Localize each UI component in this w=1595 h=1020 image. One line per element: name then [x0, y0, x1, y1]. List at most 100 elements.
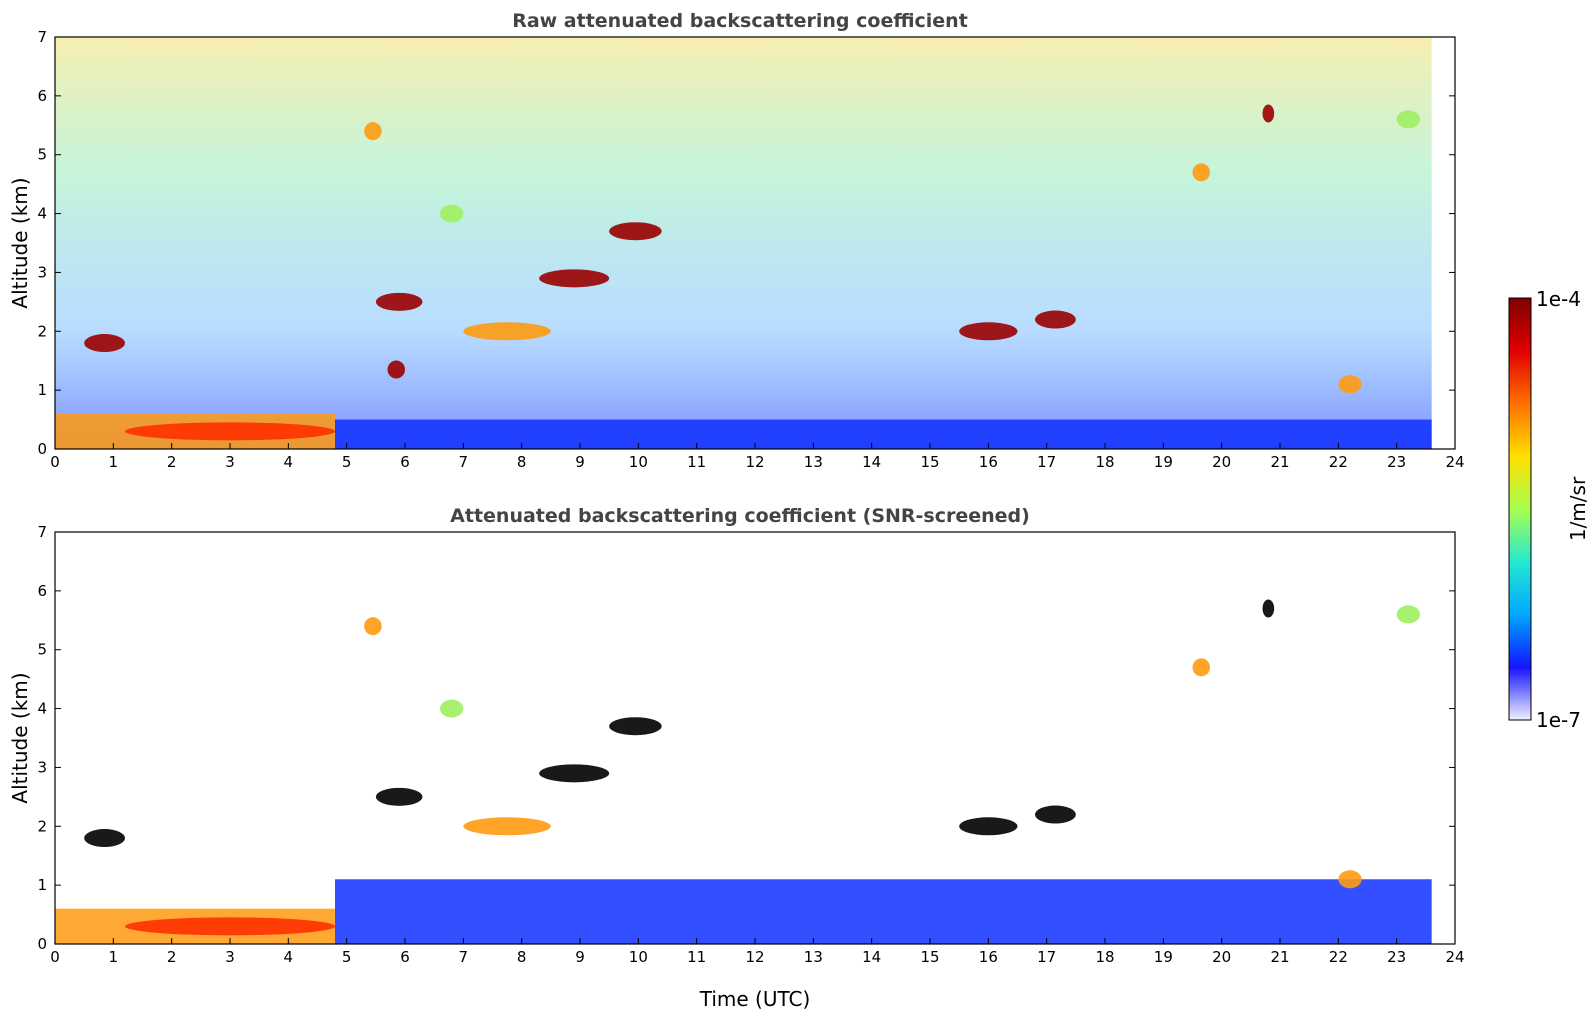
- x-tick-label: 9: [575, 948, 585, 966]
- x-tick-label: 12: [745, 453, 764, 471]
- chart-title-raw: Raw attenuated backscattering coefficien…: [512, 10, 968, 32]
- y-tick-label: 7: [37, 28, 47, 46]
- cloud-layer-0: [84, 829, 125, 848]
- x-tick-label: 6: [400, 453, 410, 471]
- x-tick-label: 11: [687, 948, 706, 966]
- x-tick-label: 1: [109, 453, 119, 471]
- cloud-layer-10: [1192, 658, 1210, 677]
- y-tick-label: 4: [37, 205, 47, 223]
- cloud-layer-7: [539, 269, 610, 288]
- cloud-layer-5: [440, 204, 464, 223]
- cloud-layer-11: [1262, 599, 1275, 618]
- colorbar: 1e-4 1e-7 1/m/sr: [1508, 287, 1590, 732]
- x-tick-label: 13: [804, 948, 823, 966]
- x-axis-label: Time (UTC): [699, 987, 811, 1011]
- x-tick-label: 22: [1329, 948, 1348, 966]
- colorbar-min-label: 1e-7: [1536, 708, 1581, 732]
- x-axis-raw: 0 1 2 3 4 5 6 7 8 9 10 11 12 13 14 15 16 17 18 19 20 21 22 23 24: [50, 443, 1465, 471]
- y-tick-label: 2: [37, 322, 47, 340]
- x-tick-label: 5: [342, 948, 352, 966]
- colorbar-gradient: [1508, 297, 1532, 721]
- cloud-layer-1: [125, 917, 335, 936]
- cloud-layer-6: [539, 764, 610, 783]
- x-tick-label: 14: [862, 453, 881, 471]
- cloud-layer-7: [609, 717, 662, 736]
- y-tick-label: 2: [37, 817, 47, 835]
- y-tick-label: 3: [37, 758, 47, 776]
- y-axis-screened: 0 1 2 3 4 5 6 7: [37, 523, 1455, 953]
- cloud-layer-2: [364, 122, 382, 141]
- plot-area-screened: [55, 599, 1432, 944]
- boundary-layer-1: [335, 419, 1432, 449]
- panel-raw: Raw attenuated backscattering coefficien…: [8, 10, 1465, 471]
- x-tick-label: 3: [225, 948, 235, 966]
- x-tick-label: 7: [459, 948, 469, 966]
- x-tick-label: 20: [1212, 453, 1231, 471]
- y-axis-raw: 0 1 2 3 4 5 6 7: [37, 28, 1455, 458]
- y-axis-label-raw: Altitude (km): [8, 177, 32, 308]
- cloud-layer-1: [125, 422, 335, 441]
- boundary-layer-1: [335, 879, 1432, 944]
- x-tick-label: 24: [1445, 453, 1464, 471]
- y-tick-label: 5: [37, 641, 47, 659]
- y-tick-label: 6: [37, 582, 47, 600]
- cloud-layer-4: [387, 360, 405, 379]
- cloud-layer-13: [1338, 375, 1362, 394]
- y-tick-label: 3: [37, 263, 47, 281]
- plot-area-raw: [55, 37, 1432, 449]
- cloud-layer-4: [440, 699, 464, 718]
- x-tick-label: 7: [459, 453, 469, 471]
- colorbar-unit-label: 1/m/sr: [1566, 476, 1590, 541]
- cloud-layer-9: [1035, 805, 1076, 824]
- y-tick-label: 1: [37, 876, 47, 894]
- x-tick-label: 5: [342, 453, 352, 471]
- cloud-layer-5: [463, 817, 551, 836]
- colorbar-max-label: 1e-4: [1536, 287, 1581, 311]
- x-tick-label: 17: [1037, 453, 1056, 471]
- y-tick-label: 0: [37, 440, 47, 458]
- y-tick-label: 7: [37, 523, 47, 541]
- y-tick-label: 0: [37, 935, 47, 953]
- y-tick-label: 1: [37, 381, 47, 399]
- x-tick-label: 1: [109, 948, 119, 966]
- x-tick-label: 23: [1387, 453, 1406, 471]
- noise-field: [55, 37, 1432, 449]
- y-tick-label: 4: [37, 700, 47, 718]
- cloud-layer-3: [375, 292, 423, 311]
- x-tick-label: 15: [920, 453, 939, 471]
- x-tick-label: 24: [1445, 948, 1464, 966]
- x-tick-label: 8: [517, 453, 527, 471]
- x-tick-label: 4: [284, 948, 294, 966]
- x-tick-label: 0: [50, 453, 60, 471]
- x-tick-label: 23: [1387, 948, 1406, 966]
- chart-title-screened: Attenuated backscattering coefficient (S…: [450, 505, 1030, 527]
- cloud-layer-11: [1192, 163, 1210, 182]
- x-tick-label: 21: [1270, 453, 1289, 471]
- x-tick-label: 19: [1154, 948, 1173, 966]
- cloud-layer-14: [1396, 110, 1421, 129]
- x-axis-screened: 0 1 2 3 4 5 6 7 8 9 10 11 12 13 14 15 16 17 18 19 20 21 22 23 24: [50, 938, 1465, 966]
- y-axis-label-screened: Altitude (km): [8, 672, 32, 803]
- cloud-layer-6: [463, 322, 551, 341]
- x-tick-label: 18: [1095, 948, 1114, 966]
- x-tick-label: 18: [1095, 453, 1114, 471]
- x-tick-label: 16: [979, 453, 998, 471]
- x-tick-label: 16: [979, 948, 998, 966]
- y-tick-label: 6: [37, 87, 47, 105]
- x-tick-label: 2: [167, 453, 177, 471]
- panel-screened: Attenuated backscattering coefficient (S…: [8, 505, 1465, 1011]
- cloud-layer-10: [1035, 310, 1076, 329]
- x-tick-label: 10: [629, 453, 648, 471]
- x-tick-label: 6: [400, 948, 410, 966]
- x-tick-label: 12: [745, 948, 764, 966]
- cloud-layer-3: [375, 787, 423, 806]
- x-tick-label: 3: [225, 453, 235, 471]
- x-tick-label: 20: [1212, 948, 1231, 966]
- x-tick-label: 10: [629, 948, 648, 966]
- cloud-layer-0: [84, 334, 125, 353]
- x-tick-label: 14: [862, 948, 881, 966]
- x-tick-label: 4: [284, 453, 294, 471]
- cloud-layer-8: [959, 817, 1018, 836]
- x-tick-label: 17: [1037, 948, 1056, 966]
- cloud-layer-8: [609, 222, 662, 241]
